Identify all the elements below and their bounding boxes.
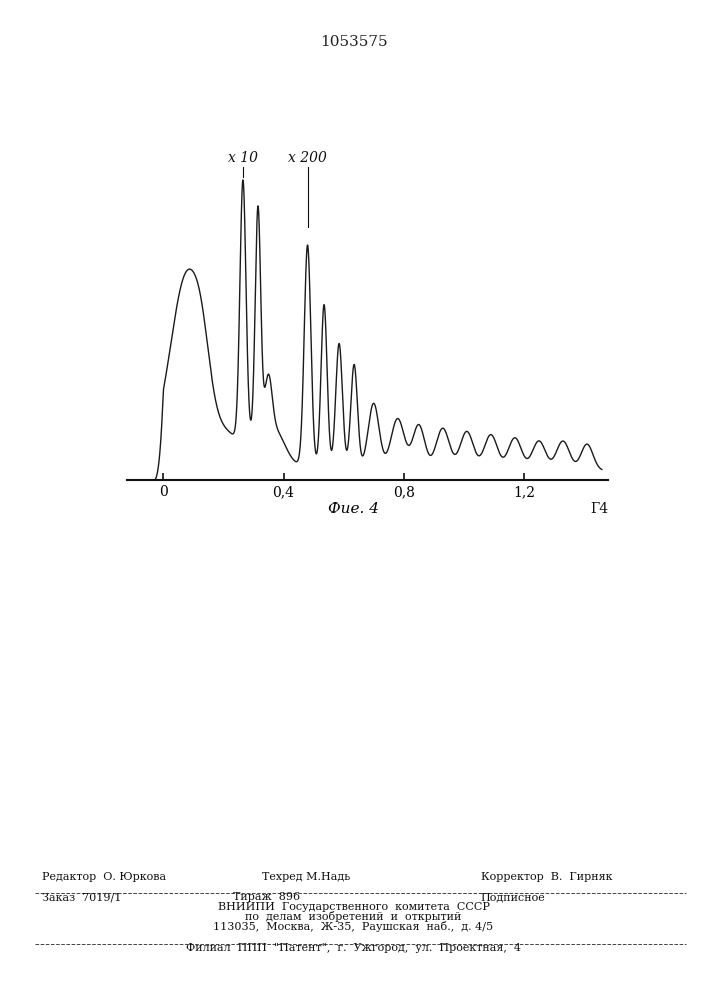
Text: Корректор  В.  Гирняк: Корректор В. Гирняк	[481, 872, 612, 882]
Text: Тираж  896: Тираж 896	[233, 892, 300, 902]
Text: Редактор  О. Юркова: Редактор О. Юркова	[42, 872, 167, 882]
Text: Заказ  7019/1: Заказ 7019/1	[42, 892, 122, 902]
Text: Фие. 4: Фие. 4	[328, 502, 379, 516]
Text: ВНИИПИ  Государственного  комитета  СССР: ВНИИПИ Государственного комитета СССР	[218, 902, 489, 912]
Text: Филиал  ППП  "Патент",  г.  Ужгород,  ул.  Проектная,  4: Филиал ППП "Патент", г. Ужгород, ул. Про…	[186, 943, 521, 953]
Text: Г4: Г4	[590, 502, 608, 516]
Text: x 10: x 10	[228, 151, 258, 165]
Text: Подписное: Подписное	[481, 892, 546, 902]
Text: 113035,  Москва,  Ж-35,  Раушская  наб.,  д. 4/5: 113035, Москва, Ж-35, Раушская наб., д. …	[214, 921, 493, 932]
Text: по  делам  изобретений  и  открытий: по делам изобретений и открытий	[245, 911, 462, 922]
Text: Техред М.Надь: Техред М.Надь	[262, 872, 350, 882]
Text: x 200: x 200	[288, 151, 327, 165]
Text: 1053575: 1053575	[320, 35, 387, 49]
